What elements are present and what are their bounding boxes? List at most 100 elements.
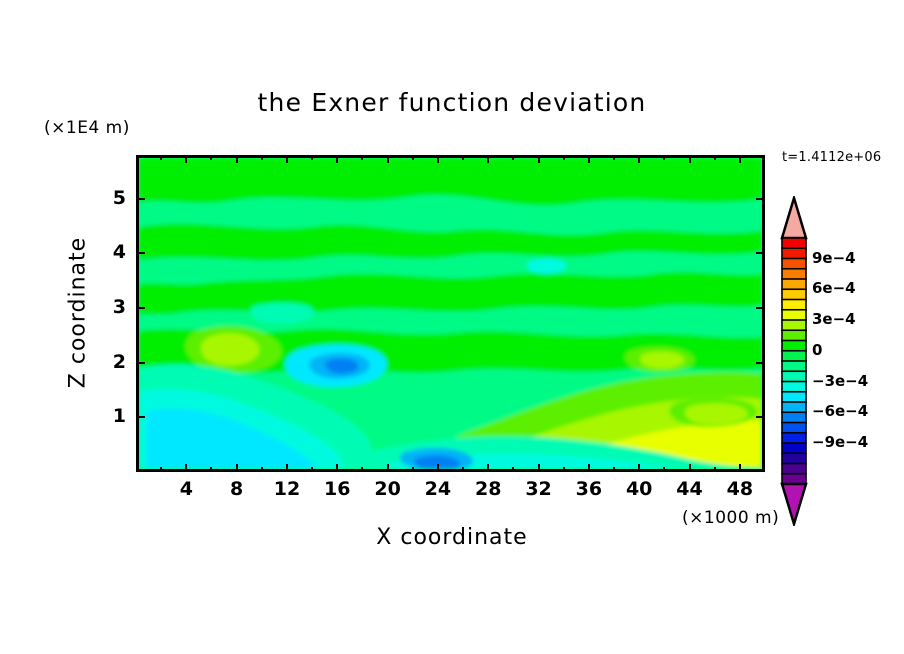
x-tick-label: 32 (525, 478, 552, 500)
x-minor-tick (260, 467, 263, 472)
colorbar-band (781, 247, 807, 260)
x-tick-mark (386, 464, 389, 472)
x-minor-tick (210, 467, 213, 472)
y-tick-mark (136, 416, 145, 419)
x-tick-label: 40 (625, 478, 653, 500)
colorbar-band (781, 288, 807, 301)
colorbar-tick-label: 9e−4 (812, 248, 856, 267)
x-minor-tick (260, 155, 263, 160)
colorbar-band (781, 360, 807, 373)
y-tick-mark (756, 197, 765, 200)
colorbar-band (781, 411, 807, 424)
x-tick-label: 28 (475, 478, 502, 500)
colorbar-band (781, 380, 807, 393)
x-minor-tick (361, 467, 364, 472)
x-minor-tick (311, 155, 314, 160)
colorbar-band (781, 278, 807, 291)
y-tick-label: 5 (112, 186, 126, 209)
colorbar (780, 196, 808, 526)
colorbar-band (781, 431, 807, 445)
colorbar-band (781, 390, 807, 404)
y-tick-mark (136, 361, 145, 364)
page-title: the Exner function deviation (257, 88, 647, 117)
x-tick-mark (688, 464, 691, 472)
z-units-label: (×1E4 m) (44, 118, 130, 138)
x-minor-tick (713, 155, 716, 160)
x-minor-tick (210, 155, 213, 160)
x-tick-label: 24 (424, 478, 452, 500)
x-minor-tick (663, 155, 666, 160)
y-tick-mark (756, 416, 765, 419)
x-tick-mark (537, 155, 540, 163)
x-minor-tick (160, 467, 163, 472)
y-tick-mark (756, 252, 765, 255)
y-tick-mark (756, 361, 765, 364)
timestamp-annotation: t=1.4112e+06 (782, 150, 882, 165)
x-tick-mark (336, 464, 339, 472)
colorbar-band (781, 442, 807, 455)
x-minor-tick (512, 155, 515, 160)
x-axis-label: X coordinate (376, 525, 528, 550)
x-tick-mark (285, 155, 288, 163)
y-tick-label: 2 (112, 350, 126, 373)
x-tick-mark (487, 155, 490, 163)
colorbar-tick-label: −6e−4 (812, 402, 869, 421)
x-tick-label: 20 (374, 478, 401, 500)
x-tick-mark (285, 464, 288, 472)
y-tick-mark (136, 307, 145, 310)
x-tick-mark (738, 155, 741, 163)
y-tick-label: 4 (112, 241, 126, 264)
x-tick-mark (436, 464, 439, 472)
x-minor-tick (411, 155, 414, 160)
y-tick-mark (136, 252, 145, 255)
x-tick-label: 8 (230, 478, 244, 500)
x-minor-tick (462, 155, 465, 160)
x-tick-mark (185, 464, 188, 472)
x-tick-mark (185, 155, 188, 163)
x-tick-label: 36 (575, 478, 603, 500)
x-tick-mark (587, 464, 590, 472)
colorbar-band (781, 257, 807, 270)
colorbar-band (781, 421, 807, 434)
colorbar-band (781, 452, 807, 465)
x-minor-tick (613, 155, 616, 160)
y-axis-label: Z coordinate (65, 236, 91, 389)
x-minor-tick (512, 467, 515, 472)
colorbar-band (781, 267, 807, 281)
x-tick-mark (738, 464, 741, 472)
colorbar-band (781, 339, 807, 352)
x-tick-mark (537, 464, 540, 472)
colorbar-over-arrow (780, 196, 808, 240)
colorbar-band (781, 237, 807, 250)
colorbar-band (781, 319, 807, 332)
contour-field (139, 158, 762, 469)
x-tick-label: 12 (273, 478, 301, 500)
plot-area (136, 155, 765, 472)
x-minor-tick (562, 467, 565, 472)
colorbar-tick-label: 0 (812, 340, 823, 359)
colorbar-under-arrow (780, 482, 808, 526)
x-tick-mark (487, 464, 490, 472)
x-tick-label: 48 (726, 478, 754, 500)
x-tick-mark (436, 155, 439, 163)
colorbar-band (781, 370, 807, 383)
colorbar-tick-label: −3e−4 (812, 371, 869, 390)
colorbar-tick-label: −9e−4 (812, 433, 869, 451)
x-minor-tick (311, 467, 314, 472)
x-tick-mark (386, 155, 389, 163)
colorbar-tick-label: 6e−4 (812, 279, 856, 298)
x-tick-mark (235, 155, 238, 163)
y-tick-label: 1 (112, 405, 126, 428)
x-minor-tick (411, 467, 414, 472)
x-minor-tick (663, 467, 666, 472)
y-tick-label: 3 (112, 296, 126, 319)
x-tick-mark (336, 155, 339, 163)
x-minor-tick (361, 155, 364, 160)
y-tick-mark (136, 197, 145, 200)
x-minor-tick (160, 155, 163, 160)
colorbar-band (781, 329, 807, 342)
x-units-label: (×1000 m) (682, 508, 780, 528)
x-minor-tick (562, 155, 565, 160)
x-tick-mark (235, 464, 238, 472)
